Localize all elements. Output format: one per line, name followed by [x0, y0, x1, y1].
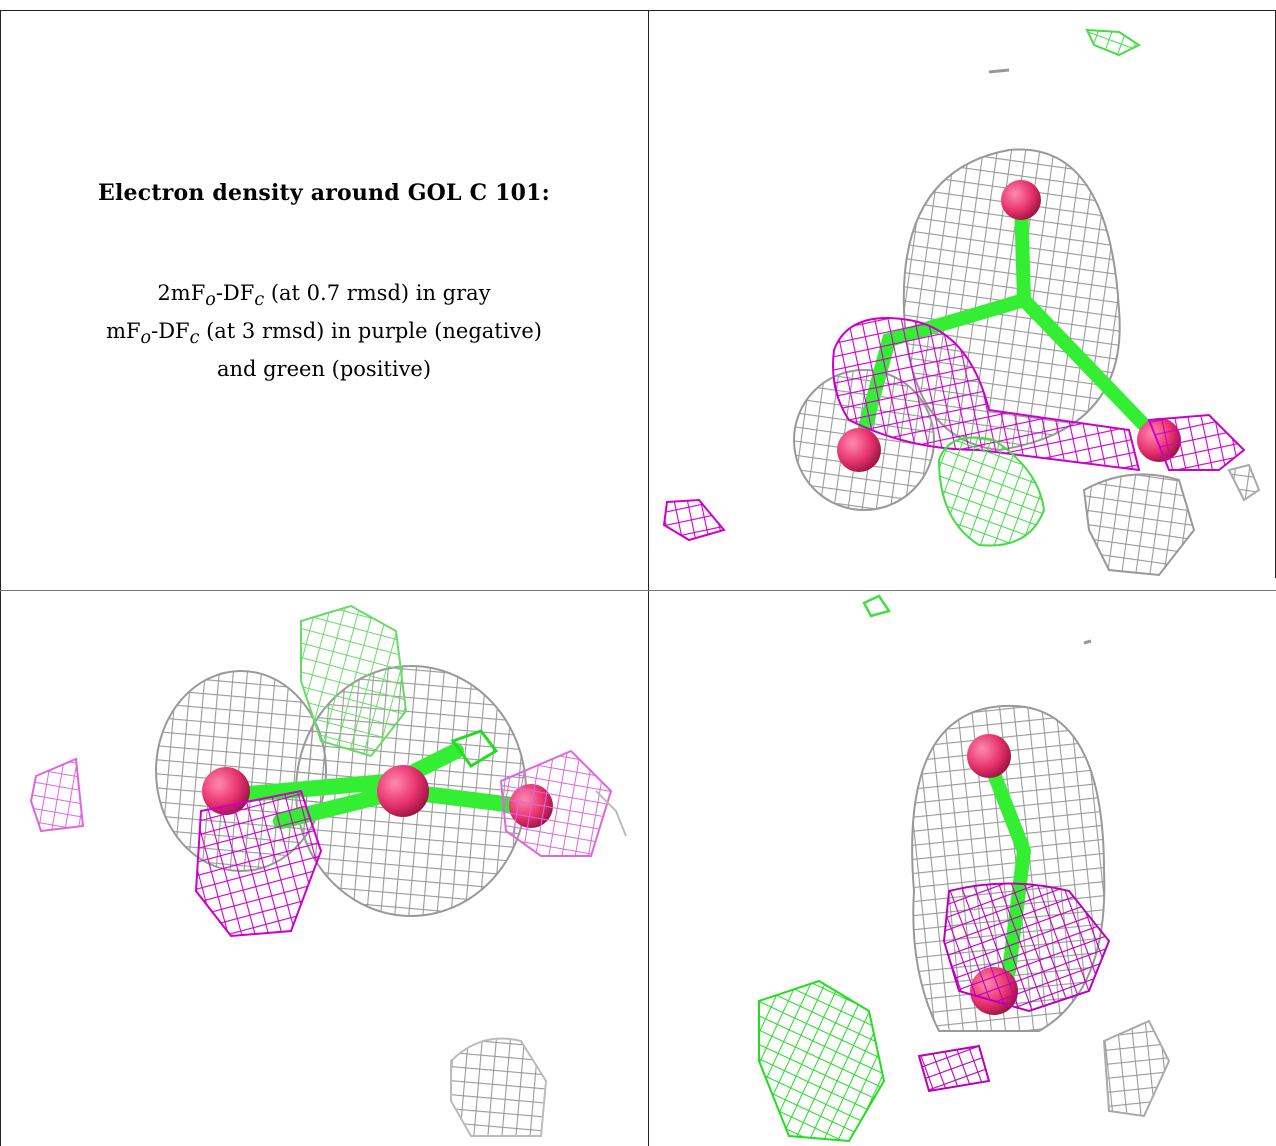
figure-grid: Electron density around GOL C 101: 2mFo-…	[0, 10, 1276, 1146]
density-render-2	[29, 604, 627, 1137]
density-render-3	[758, 594, 1171, 1143]
oxygen-atom	[377, 765, 429, 817]
purple-mesh-negative	[194, 789, 323, 938]
oxygen-atom	[1001, 180, 1041, 220]
purple-mesh-negative	[917, 1044, 991, 1093]
purple-mesh-negative	[832, 317, 1141, 472]
density-view-3	[649, 591, 1275, 1146]
oxygen-atom	[837, 428, 881, 472]
green-mesh-positive	[300, 604, 408, 758]
legend-line-gray: 2mFo-DFc (at 0.7 rmsd) in gray	[157, 281, 491, 311]
density-render-1	[662, 28, 1261, 577]
gray-mesh-fragment	[450, 1037, 548, 1137]
purple-mesh-negative	[499, 749, 613, 857]
oxygen-atom	[967, 734, 1011, 778]
gray-mesh-fragment	[595, 790, 627, 837]
caption-panel: Electron density around GOL C 101: 2mFo-…	[0, 10, 648, 590]
green-mesh-positive	[862, 594, 891, 618]
density-view-1	[649, 10, 1275, 590]
gray-mesh-fragment	[988, 68, 1010, 74]
green-mesh-positive	[1085, 28, 1142, 57]
green-mesh-positive	[758, 979, 886, 1143]
purple-mesh-negative	[942, 882, 1111, 1013]
top-border	[0, 10, 1276, 11]
purple-mesh-negative	[662, 498, 726, 542]
density-view-2	[1, 591, 648, 1146]
green-mesh-positive	[450, 729, 499, 768]
purple-mesh-negative	[1147, 413, 1246, 471]
purple-mesh-negative	[29, 757, 85, 833]
gray-mesh-fragment	[1083, 639, 1092, 645]
legend-line-purple: mFo-DFc (at 3 rmsd) in purple (negative)	[106, 319, 542, 349]
legend: 2mFo-DFc (at 0.7 rmsd) in gray mFo-DFc (…	[106, 278, 542, 385]
figure-title: Electron density around GOL C 101:	[98, 180, 550, 206]
middle-divider	[0, 590, 1276, 591]
green-mesh-positive	[937, 436, 1046, 547]
legend-line-green: and green (positive)	[216, 357, 432, 382]
gray-mesh-fragment	[1227, 463, 1261, 502]
gray-mesh-fragment	[1082, 473, 1196, 577]
gray-mesh-fragment	[1102, 1019, 1171, 1118]
center-divider	[648, 10, 649, 1146]
left-border	[0, 10, 1, 1146]
